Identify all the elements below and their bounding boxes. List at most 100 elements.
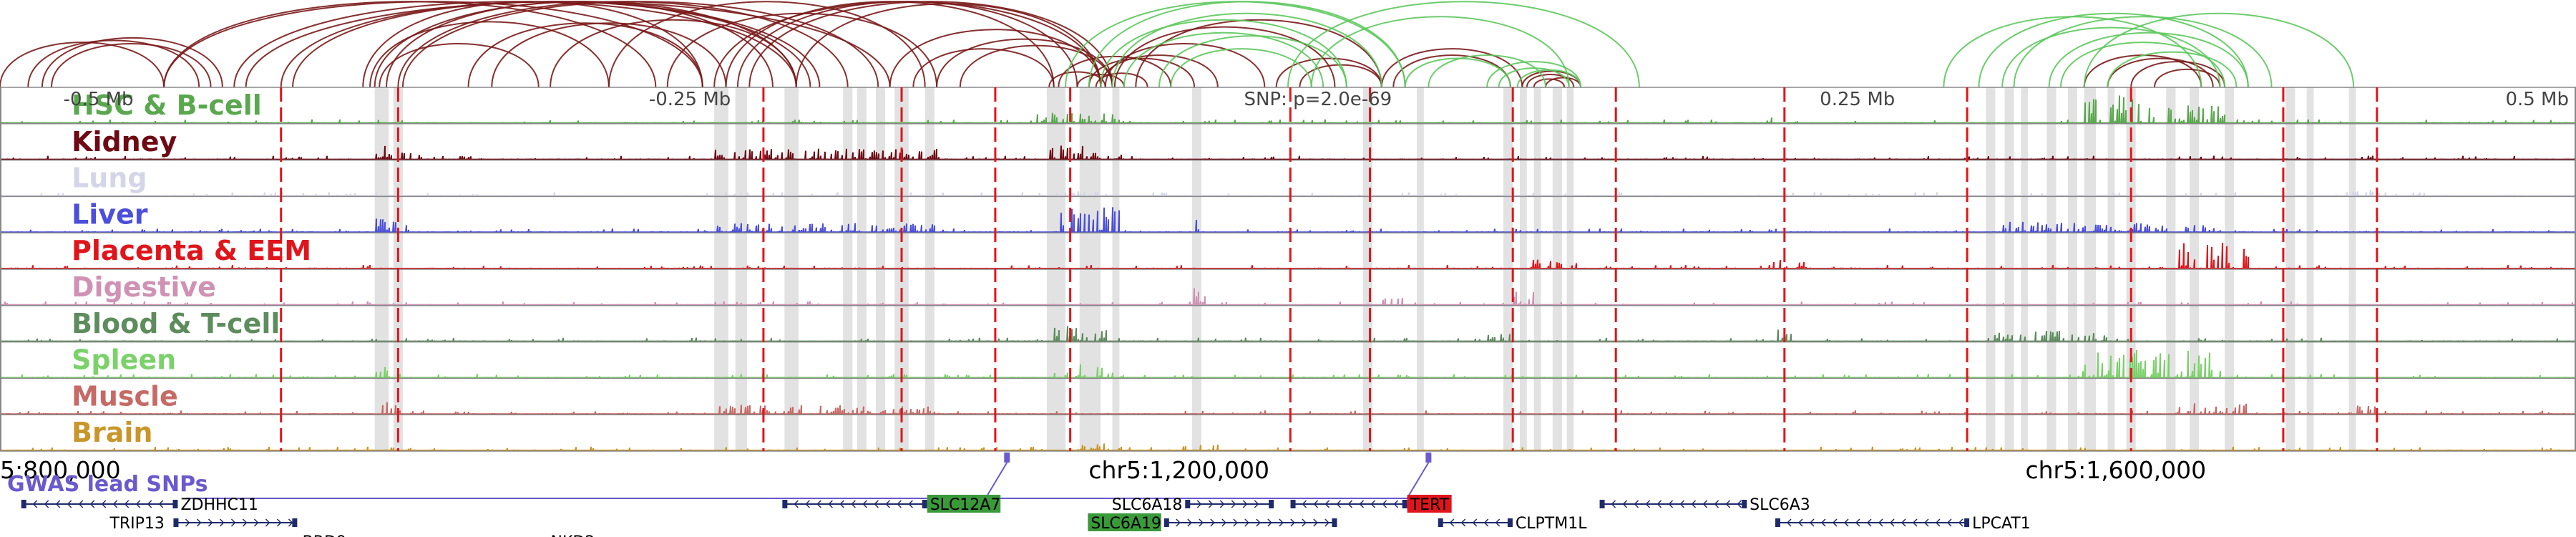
- interaction-arc-brown: [491, 22, 727, 87]
- gene-zdhhc11[interactable]: ZDHHC11: [21, 496, 258, 514]
- strand-arrow: [276, 518, 282, 527]
- gene-exon: [1332, 518, 1337, 527]
- strand-arrow: [862, 500, 867, 508]
- genomic-coordinate-label: chr5:1,600,000: [2025, 456, 2206, 484]
- track-placenta-eem: Placenta & EEM: [0, 232, 2576, 269]
- track-digestive: Digestive: [0, 268, 2576, 306]
- gene-exon: [21, 500, 26, 508]
- strand-arrow: [185, 518, 190, 527]
- strand-arrow: [1208, 500, 1214, 508]
- gwas-snp-marker[interactable]: [1425, 453, 1432, 463]
- interaction-arc-brown: [362, 1, 703, 87]
- interaction-arc-brown: [1100, 54, 1219, 87]
- interaction-arc-brown: [379, 42, 540, 87]
- offset-tick-label: -0.25 Mb: [649, 89, 731, 110]
- strand-arrow: [1832, 518, 1838, 527]
- interaction-arc-brown: [1088, 57, 1196, 87]
- interaction-arc-green: [2060, 42, 2226, 87]
- strand-arrow: [1382, 500, 1387, 508]
- strand-arrow: [1737, 500, 1742, 508]
- track-muscle: Muscle: [0, 377, 2576, 415]
- strand-arrow: [1279, 518, 1284, 527]
- interaction-arc-green: [1170, 48, 1312, 87]
- interaction-arc-green: [1123, 32, 1324, 87]
- gene-brd9[interactable]: BRD9: [215, 533, 346, 537]
- gene-label: ZDHHC11: [180, 496, 258, 514]
- gene-label: NKD2: [551, 533, 595, 537]
- gene-slc6a3[interactable]: SLC6A3: [1599, 496, 1810, 514]
- gene-exon: [292, 518, 298, 527]
- interaction-arc-brown: [1526, 74, 1575, 87]
- strand-arrow: [265, 518, 270, 527]
- gwas-track-label: GWAS lead SNPs: [7, 472, 208, 497]
- strand-arrow: [1347, 500, 1353, 508]
- gene-nkd2[interactable]: NKD2: [551, 533, 728, 537]
- gene-exon: [1269, 500, 1274, 508]
- strand-arrow: [101, 500, 107, 508]
- gene-trip13[interactable]: TRIP13: [109, 515, 298, 533]
- track-hsc-b-cell: HSC & B-cell: [0, 87, 2576, 124]
- strand-arrow: [1946, 518, 1952, 527]
- gene-exon: [1599, 500, 1605, 508]
- track-label: Kidney: [72, 126, 177, 158]
- gene-label: LPCAT1: [1972, 515, 2031, 533]
- interaction-arc-brown: [2130, 61, 2226, 87]
- track-spleen: Spleen: [0, 341, 2576, 379]
- offset-tick-label: 0.5 Mb: [2505, 89, 2569, 110]
- strand-arrow: [1359, 500, 1365, 508]
- strand-arrow: [1878, 518, 1883, 527]
- interaction-arc-brown: [0, 42, 165, 87]
- strand-arrow: [1901, 518, 1906, 527]
- strand-arrow: [1221, 518, 1226, 527]
- gene-exon: [1775, 518, 1780, 527]
- strand-arrow: [67, 500, 72, 508]
- track-blood-t-cell: Blood & T-cell: [0, 305, 2576, 342]
- strand-arrow: [1210, 518, 1215, 527]
- strand-arrow: [805, 500, 810, 508]
- strand-arrow: [1233, 518, 1238, 527]
- interaction-arc-brown: [550, 19, 797, 87]
- strand-arrow: [219, 518, 225, 527]
- gene-slc6a18[interactable]: SLC6A18: [1112, 496, 1274, 514]
- strand-arrow: [1679, 500, 1685, 508]
- interaction-arc-brown: [369, 21, 610, 87]
- gwas-snp-marker[interactable]: [1004, 453, 1010, 463]
- strand-arrow: [1725, 500, 1731, 508]
- track-signal: [0, 95, 2576, 123]
- interaction-arc-brown: [1076, 74, 1125, 87]
- track-signal: [0, 243, 2576, 268]
- gene-label: SLC6A18: [1112, 496, 1183, 514]
- strand-arrow: [794, 500, 799, 508]
- track-label: Blood & T-cell: [72, 308, 280, 339]
- strand-arrow: [1313, 500, 1319, 508]
- interaction-arc-brown: [51, 42, 212, 87]
- interaction-arc-green: [2083, 12, 2355, 87]
- interaction-arc-brown: [912, 48, 1055, 87]
- gene-tert[interactable]: TERT: [1290, 495, 1452, 514]
- offset-tick-label: 0.25 Mb: [1820, 89, 1895, 110]
- gene-clptm1l[interactable]: CLPTM1L: [1438, 515, 1587, 533]
- gene-slc12a7[interactable]: SLC12A7: [782, 495, 1000, 514]
- interaction-arc-brown: [467, 22, 703, 87]
- strand-arrow: [1866, 518, 1872, 527]
- gene-exon: [1402, 500, 1407, 508]
- gene-slc6a19[interactable]: SLC6A19: [1088, 513, 1337, 533]
- interaction-arc-brown: [1048, 71, 1106, 87]
- track-label: Digestive: [72, 271, 216, 303]
- strand-arrow: [816, 500, 821, 508]
- gene-label: SLC12A7: [930, 496, 1001, 514]
- interaction-arc-green: [2107, 51, 2238, 87]
- strand-arrow: [874, 500, 879, 508]
- strand-arrow: [1313, 518, 1318, 527]
- interaction-arc-brown: [386, 1, 774, 87]
- strand-arrow: [885, 500, 890, 508]
- track-label: Brain: [72, 417, 152, 448]
- gene-exon: [172, 500, 178, 508]
- strand-arrow: [1714, 500, 1719, 508]
- gene-label: TRIP13: [109, 515, 164, 533]
- gene-highlight-box: [1407, 495, 1452, 513]
- gene-lpcat1[interactable]: LPCAT1: [1775, 515, 2031, 533]
- strand-arrow: [908, 500, 913, 508]
- track-brain: Brain: [0, 414, 2576, 451]
- interaction-arc-brown: [2107, 57, 2214, 87]
